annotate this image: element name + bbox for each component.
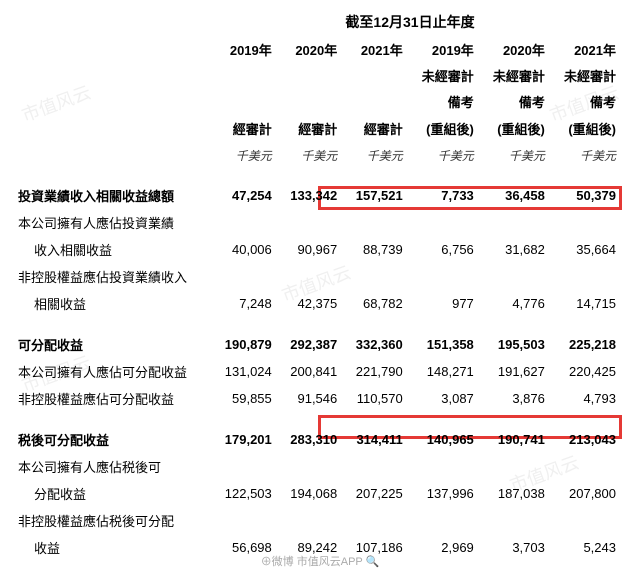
row-label: 非控股權益應佔税後可分配 xyxy=(18,507,212,534)
cell: 225,218 xyxy=(551,317,622,358)
table-row: 收入相關收益 40,006 90,967 88,739 6,756 31,682… xyxy=(18,236,622,263)
cell: 187,038 xyxy=(480,480,551,507)
cell: 122,503 xyxy=(212,480,277,507)
financial-table: 2019年 2020年 2021年 2019年 2020年 2021年 未經審計… xyxy=(18,38,622,561)
cell: 14,715 xyxy=(551,290,622,317)
col-header: 2021年 xyxy=(551,38,622,64)
cell: 36,458 xyxy=(480,168,551,209)
cell: 283,310 xyxy=(278,412,343,453)
cell: 4,793 xyxy=(551,385,622,412)
table-row: 非控股權益應佔可分配收益 59,855 91,546 110,570 3,087… xyxy=(18,385,622,412)
cell: 47,254 xyxy=(212,168,277,209)
cell: 292,387 xyxy=(278,317,343,358)
cell: 157,521 xyxy=(343,168,408,209)
col-header: 2020年 xyxy=(278,38,343,64)
cell: 6,756 xyxy=(409,236,480,263)
row-label: 相關收益 xyxy=(18,290,212,317)
row-label: 本公司擁有人應佔可分配收益 xyxy=(18,358,212,385)
row-label: 本公司擁有人應佔税後可 xyxy=(18,453,212,480)
cell: 40,006 xyxy=(212,236,277,263)
cell: 68,782 xyxy=(343,290,408,317)
cell: 90,967 xyxy=(278,236,343,263)
cell: 220,425 xyxy=(551,358,622,385)
table-row: 非控股權益應佔税後可分配 xyxy=(18,507,622,534)
cell: 179,201 xyxy=(212,412,277,453)
header-row-year: 2019年 2020年 2021年 2019年 2020年 2021年 xyxy=(18,38,622,64)
header-row-sub1: 未經審計 未經審計 未經審計 xyxy=(18,64,622,90)
table-super-header: 截至12月31日止年度 xyxy=(198,12,622,38)
table-row: 非控股權益應佔投資業績收入 xyxy=(18,263,622,290)
cell: 7,733 xyxy=(409,168,480,209)
header-row-audit: 經審計 經審計 經審計 (重組後) (重組後) (重組後) xyxy=(18,117,622,143)
cell: 35,664 xyxy=(551,236,622,263)
cell: 221,790 xyxy=(343,358,408,385)
cell: 200,841 xyxy=(278,358,343,385)
row-label: 本公司擁有人應佔投資業績 xyxy=(18,209,212,236)
cell: 110,570 xyxy=(343,385,408,412)
cell: 88,739 xyxy=(343,236,408,263)
cell: 133,342 xyxy=(278,168,343,209)
row-label: 非控股權益應佔可分配收益 xyxy=(18,385,212,412)
cell: 151,358 xyxy=(409,317,480,358)
cell: 194,068 xyxy=(278,480,343,507)
row-label: 投資業績收入相關收益總額 xyxy=(18,168,212,209)
cell: 207,225 xyxy=(343,480,408,507)
col-header: 2019年 xyxy=(409,38,480,64)
cell: 3,087 xyxy=(409,385,480,412)
cell: 190,741 xyxy=(480,412,551,453)
table-row: 本公司擁有人應佔税後可 xyxy=(18,453,622,480)
table-row: 本公司擁有人應佔可分配收益 131,024 200,841 221,790 14… xyxy=(18,358,622,385)
cell: 191,627 xyxy=(480,358,551,385)
cell: 195,503 xyxy=(480,317,551,358)
cell: 314,411 xyxy=(343,412,408,453)
cell: 207,800 xyxy=(551,480,622,507)
cell: 59,855 xyxy=(212,385,277,412)
cell: 140,965 xyxy=(409,412,480,453)
cell: 213,043 xyxy=(551,412,622,453)
table-row: 可分配收益 190,879 292,387 332,360 151,358 19… xyxy=(18,317,622,358)
cell: 4,776 xyxy=(480,290,551,317)
cell: 977 xyxy=(409,290,480,317)
row-label: 可分配收益 xyxy=(18,317,212,358)
cell: 131,024 xyxy=(212,358,277,385)
col-header: 2019年 xyxy=(212,38,277,64)
cell: 148,271 xyxy=(409,358,480,385)
row-label: 分配收益 xyxy=(18,480,212,507)
cell: 42,375 xyxy=(278,290,343,317)
cell: 3,876 xyxy=(480,385,551,412)
table-row: 税後可分配收益 179,201 283,310 314,411 140,965 … xyxy=(18,412,622,453)
table-row: 分配收益 122,503 194,068 207,225 137,996 187… xyxy=(18,480,622,507)
cell: 137,996 xyxy=(409,480,480,507)
header-row-sub2: 備考 備考 備考 xyxy=(18,90,622,116)
header-row-unit: 千美元 千美元 千美元 千美元 千美元 千美元 xyxy=(18,143,622,168)
col-header: 2021年 xyxy=(343,38,408,64)
row-label: 收入相關收益 xyxy=(18,236,212,263)
table-row: 投資業績收入相關收益總額 47,254 133,342 157,521 7,73… xyxy=(18,168,622,209)
footer-attribution: ⊕微博 市值风云APP 🔍 xyxy=(0,553,640,569)
table-row: 本公司擁有人應佔投資業績 xyxy=(18,209,622,236)
table-row: 相關收益 7,248 42,375 68,782 977 4,776 14,71… xyxy=(18,290,622,317)
cell: 91,546 xyxy=(278,385,343,412)
row-label: 税後可分配收益 xyxy=(18,412,212,453)
cell: 190,879 xyxy=(212,317,277,358)
cell: 332,360 xyxy=(343,317,408,358)
col-header: 2020年 xyxy=(480,38,551,64)
cell: 7,248 xyxy=(212,290,277,317)
cell: 50,379 xyxy=(551,168,622,209)
cell: 31,682 xyxy=(480,236,551,263)
row-label: 非控股權益應佔投資業績收入 xyxy=(18,263,212,290)
